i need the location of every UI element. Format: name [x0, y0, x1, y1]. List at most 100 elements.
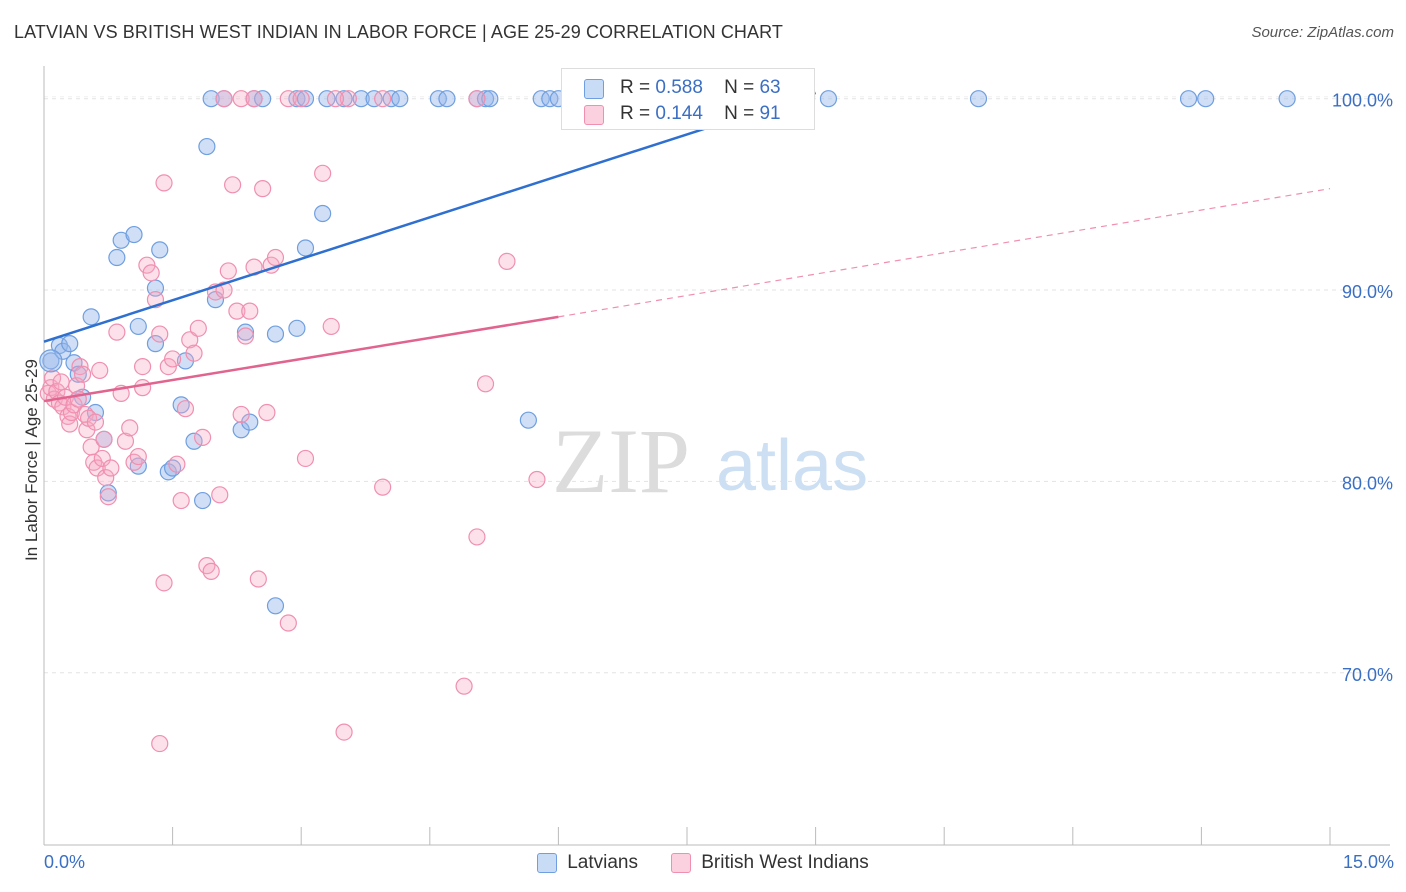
latvians-point — [438, 90, 456, 108]
watermark-atlas: atlas — [716, 426, 868, 506]
bwi-point — [326, 90, 345, 108]
bwi-point — [232, 405, 250, 424]
bwi-point — [86, 413, 105, 431]
bwi-point — [185, 344, 203, 362]
grid-lines — [44, 96, 1390, 674]
bwi-point — [279, 614, 297, 632]
axes — [43, 66, 1390, 846]
bwi-point — [151, 734, 169, 753]
latvians-point — [129, 317, 147, 336]
bwi-point — [236, 327, 255, 345]
bwi-point — [468, 528, 486, 546]
legend-swatch-bwi — [584, 105, 604, 125]
bwi-point — [498, 252, 516, 270]
bwi-point — [95, 430, 113, 448]
latvians-point — [288, 319, 306, 337]
latvians-point — [185, 432, 203, 450]
latvians-point — [819, 90, 838, 108]
bwi-point — [172, 491, 190, 510]
bwi-point — [133, 379, 152, 397]
y-tick-label: 80.0% — [1342, 473, 1393, 493]
bwi-point — [151, 325, 169, 343]
bwi-point — [215, 90, 233, 108]
bwi-point — [339, 90, 357, 108]
bwi-point — [314, 164, 332, 182]
latvians-point — [61, 335, 79, 353]
latvians-point — [125, 225, 143, 244]
legend-swatch-latvians — [537, 853, 558, 873]
bwi-point — [292, 90, 310, 108]
bwi-point — [232, 90, 250, 108]
bwi-point — [266, 248, 285, 267]
legend-swatch-latvians — [584, 79, 604, 99]
bwi-point — [258, 403, 276, 422]
y-tick-label: 90.0% — [1342, 282, 1393, 302]
watermark-zip: ZIP — [552, 410, 690, 512]
latvians-point — [481, 90, 499, 108]
bwi-point — [93, 449, 111, 468]
bwi-point — [374, 90, 392, 108]
bwi-point — [181, 331, 199, 349]
bwi-point — [279, 90, 297, 108]
bwi-point — [245, 90, 263, 108]
legend-n-value: 91 — [759, 103, 781, 124]
bwi-point — [202, 562, 220, 580]
latvians-point — [39, 349, 63, 373]
bwi-point — [91, 361, 109, 380]
chart-title: LATVIAN VS BRITISH WEST INDIAN IN LABOR … — [14, 22, 784, 42]
legend-n-label: N = — [724, 77, 755, 98]
bwi-trend-line-dashed — [558, 188, 1331, 318]
bwi-point — [219, 262, 237, 280]
bwi-point — [168, 455, 186, 473]
legend-r-value: 0.588 — [655, 77, 703, 98]
bwi-point — [99, 488, 117, 506]
bwi-point — [97, 468, 115, 487]
bwi-point — [129, 447, 147, 466]
legend-swatch-bwi — [671, 853, 692, 873]
bwi-point — [43, 369, 62, 387]
bwi-point — [102, 459, 120, 477]
bwi-point — [121, 419, 139, 437]
legend-r-label: R = — [620, 103, 651, 124]
latvians-point — [266, 597, 285, 615]
bwi-point — [468, 90, 486, 108]
watermark: ZIP atlas — [552, 410, 868, 512]
latvians-point — [236, 323, 255, 341]
bwi-point — [455, 677, 473, 695]
correlation-legend: R = 0.588 N = 63 R = 0.144 N = 91 — [561, 68, 815, 130]
bwi-point — [194, 428, 212, 447]
bwi-point — [176, 400, 195, 418]
bwi-point — [296, 449, 315, 468]
legend-n-label: N = — [724, 103, 755, 124]
latvians-point — [969, 90, 988, 108]
legend-label-latvians: Latvians — [567, 852, 638, 873]
y-tick-label: 100.0% — [1332, 91, 1393, 111]
bwi-point — [52, 373, 70, 391]
bwi-point — [155, 574, 173, 592]
series-legend: Latvians British West Indians — [0, 852, 1406, 879]
bwi-point — [108, 323, 126, 341]
y-tick-labels: 70.0% 80.0% 90.0% 100.0% — [1332, 91, 1393, 685]
trend-lines — [43, 91, 1331, 403]
latvians-point — [146, 335, 165, 353]
y-tick-label: 70.0% — [1342, 665, 1393, 685]
legend-item-bwi: British West Indians — [671, 852, 869, 874]
latvians-point — [198, 137, 216, 156]
bwi-point — [155, 174, 173, 192]
bwi-point — [116, 432, 135, 450]
latvians-point — [108, 248, 126, 267]
latvians-point — [202, 90, 220, 108]
legend-r-value: 0.144 — [655, 103, 703, 124]
latvians-point — [1278, 90, 1296, 108]
bwi-point — [254, 180, 272, 198]
x-tick-max: 15.0% — [1342, 852, 1394, 872]
latvians-point — [314, 204, 332, 223]
legend-r-label: R = — [620, 77, 651, 98]
bwi-point — [528, 470, 546, 489]
bwi-point — [241, 302, 259, 320]
latvians-point — [194, 491, 212, 510]
bwi-point — [335, 723, 353, 741]
legend-label-bwi: British West Indians — [701, 852, 869, 873]
bwi-point — [476, 375, 495, 393]
